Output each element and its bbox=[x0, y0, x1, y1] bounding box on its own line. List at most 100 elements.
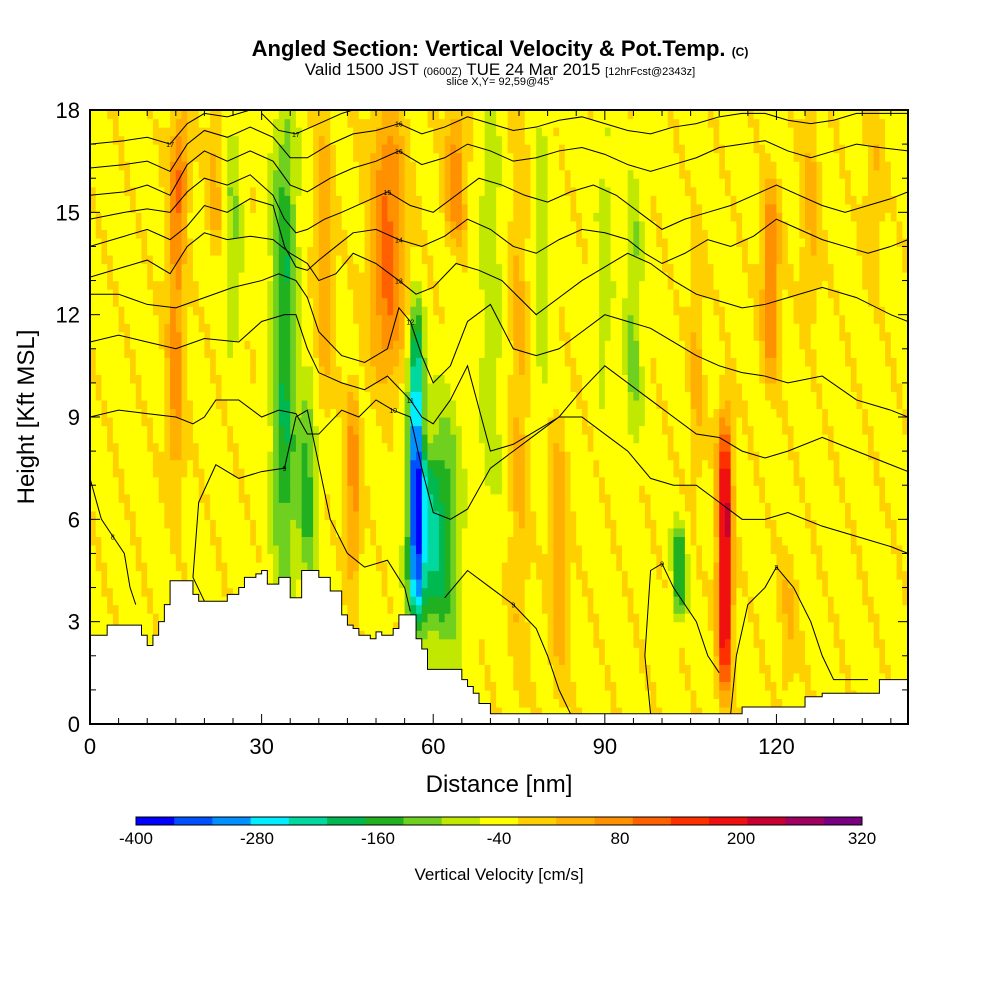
velocity-cell bbox=[147, 110, 154, 120]
velocity-cell bbox=[233, 195, 240, 205]
velocity-cell bbox=[90, 314, 97, 324]
velocity-cell bbox=[335, 468, 343, 478]
velocity-cell bbox=[467, 237, 474, 248]
velocity-cell bbox=[107, 553, 114, 563]
velocity-cell bbox=[324, 493, 331, 503]
velocity-cell bbox=[438, 510, 446, 520]
velocity-cell bbox=[353, 536, 360, 546]
velocity-cell bbox=[261, 485, 268, 495]
velocity-cell bbox=[295, 536, 303, 546]
velocity-cell bbox=[450, 459, 457, 469]
velocity-cell bbox=[456, 263, 463, 273]
velocity-cell bbox=[353, 135, 360, 145]
velocity-cell bbox=[238, 570, 246, 580]
velocity-cell bbox=[267, 451, 274, 461]
velocity-cell bbox=[250, 272, 257, 282]
velocity-cell bbox=[244, 263, 251, 273]
velocity-cell bbox=[90, 237, 97, 248]
velocity-cell bbox=[416, 229, 423, 239]
velocity-cell bbox=[473, 425, 480, 435]
velocity-cell bbox=[284, 186, 291, 196]
velocity-cell bbox=[473, 331, 480, 341]
velocity-cell bbox=[267, 169, 274, 179]
velocity-cell bbox=[335, 519, 343, 529]
velocity-cell bbox=[210, 468, 217, 478]
velocity-cell bbox=[152, 451, 160, 461]
velocity-cell bbox=[313, 289, 320, 299]
velocity-cell bbox=[341, 331, 349, 341]
velocity-cell bbox=[438, 485, 446, 495]
velocity-cell bbox=[187, 246, 194, 256]
velocity-cell bbox=[112, 348, 120, 358]
velocity-cell bbox=[221, 476, 228, 486]
velocity-cell bbox=[204, 323, 211, 333]
velocity-cell bbox=[181, 135, 188, 145]
velocity-cell bbox=[318, 442, 326, 452]
velocity-cell bbox=[318, 306, 326, 316]
velocity-cell bbox=[353, 468, 360, 478]
velocity-cell bbox=[250, 544, 257, 555]
velocity-cell bbox=[101, 246, 108, 256]
velocity-cell bbox=[215, 382, 223, 393]
velocity-cell bbox=[295, 468, 303, 478]
velocity-cell bbox=[255, 382, 263, 393]
velocity-cell bbox=[324, 519, 331, 529]
velocity-cell bbox=[353, 553, 360, 563]
velocity-cell bbox=[427, 169, 434, 179]
velocity-cell bbox=[301, 280, 308, 290]
velocity-cell bbox=[267, 297, 274, 307]
velocity-cell bbox=[427, 203, 434, 213]
velocity-cell bbox=[433, 510, 440, 520]
velocity-cell bbox=[376, 203, 383, 213]
velocity-cell bbox=[358, 220, 366, 230]
velocity-cell bbox=[324, 536, 331, 546]
velocity-cell bbox=[192, 254, 200, 265]
velocity-cell bbox=[255, 127, 263, 137]
velocity-cell bbox=[255, 536, 263, 546]
velocity-cell bbox=[135, 391, 143, 401]
velocity-cell bbox=[215, 306, 223, 316]
velocity-cell bbox=[450, 519, 457, 529]
velocity-cell bbox=[484, 527, 492, 537]
velocity-cell bbox=[301, 323, 308, 333]
velocity-cell bbox=[152, 519, 160, 529]
velocity-cell bbox=[433, 459, 440, 469]
velocity-cell bbox=[215, 118, 223, 128]
velocity-cell bbox=[456, 536, 463, 546]
velocity-cell bbox=[404, 340, 411, 350]
velocity-cell bbox=[335, 365, 343, 375]
velocity-cell bbox=[307, 306, 314, 316]
velocity-cell bbox=[450, 544, 457, 555]
velocity-cell bbox=[335, 425, 343, 435]
velocity-cell bbox=[335, 323, 343, 333]
velocity-cell bbox=[427, 391, 434, 401]
velocity-cell bbox=[244, 502, 251, 512]
velocity-cell bbox=[215, 519, 223, 529]
velocity-cell bbox=[364, 485, 371, 495]
velocity-cell bbox=[250, 152, 257, 162]
velocity-cell bbox=[387, 451, 394, 461]
velocity-cell bbox=[290, 357, 297, 367]
velocity-cell bbox=[461, 544, 469, 555]
velocity-cell bbox=[204, 135, 211, 145]
velocity-cell bbox=[353, 152, 360, 162]
velocity-cell bbox=[204, 374, 211, 384]
velocity-cell bbox=[124, 459, 131, 469]
velocity-cell bbox=[175, 459, 183, 469]
velocity-cell bbox=[204, 237, 211, 248]
velocity-cell bbox=[467, 570, 474, 580]
velocity-cell bbox=[124, 553, 131, 563]
velocity-cell bbox=[221, 561, 228, 572]
velocity-cell bbox=[410, 553, 417, 563]
velocity-cell bbox=[387, 263, 394, 273]
velocity-cell bbox=[353, 169, 360, 179]
velocity-cell bbox=[141, 434, 148, 444]
velocity-cell bbox=[381, 485, 389, 495]
velocity-cell bbox=[227, 451, 234, 461]
velocity-cell bbox=[210, 272, 217, 282]
velocity-cell bbox=[267, 434, 274, 444]
velocity-cell bbox=[250, 323, 257, 333]
velocity-cell bbox=[255, 374, 263, 384]
velocity-cell bbox=[427, 118, 434, 128]
velocity-cell bbox=[341, 306, 349, 316]
